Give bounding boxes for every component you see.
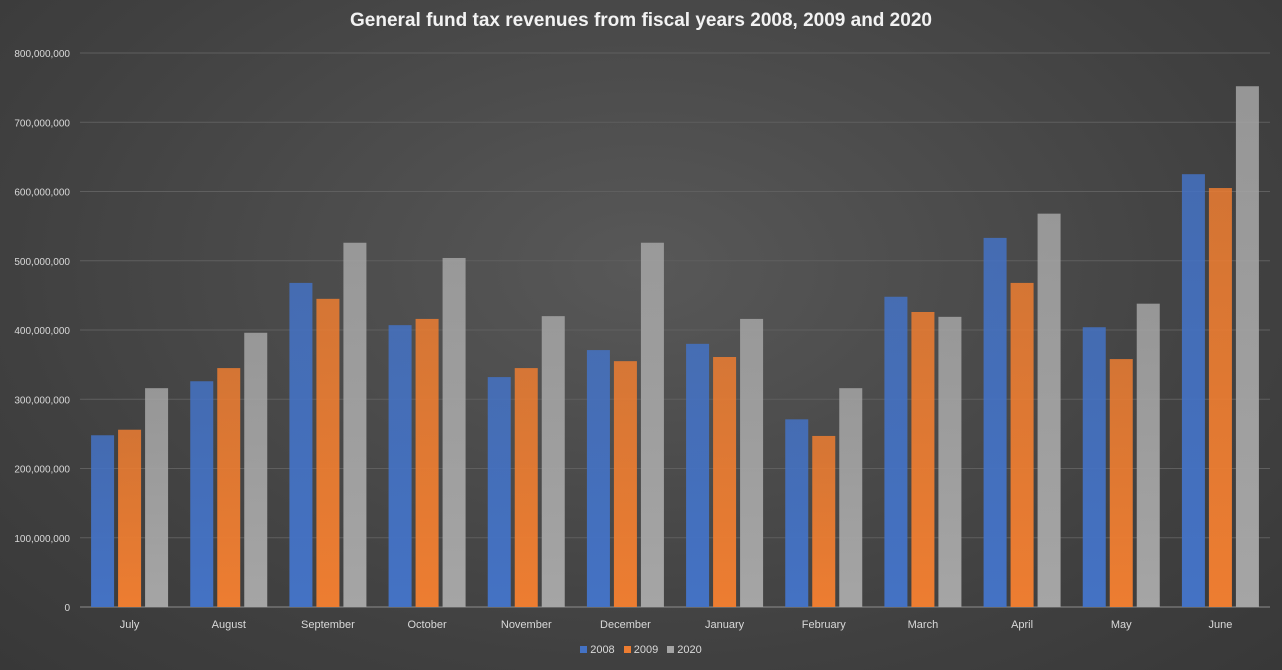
bar-2020-october xyxy=(442,257,466,607)
y-tick-label: 600,000,000 xyxy=(14,188,70,199)
bar-2009-june xyxy=(1208,188,1232,607)
bar-2020-may xyxy=(1136,303,1160,607)
bar-2008-march xyxy=(884,296,908,607)
x-tick-label: April xyxy=(1011,619,1033,631)
x-tick-label: September xyxy=(301,619,355,631)
x-tick-label: October xyxy=(408,619,447,631)
bar-2009-july xyxy=(118,429,142,607)
x-tick-label: June xyxy=(1208,619,1232,631)
legend-item-2009: 2009 xyxy=(623,644,659,656)
x-tick-label: May xyxy=(1111,619,1132,631)
bar-2009-september xyxy=(316,298,340,607)
x-tick-label: November xyxy=(501,619,552,631)
bar-2020-december xyxy=(640,242,664,607)
y-tick-label: 500,000,000 xyxy=(14,257,70,268)
bar-2008-april xyxy=(983,237,1007,607)
bar-2008-october xyxy=(388,325,412,607)
bar-2009-march xyxy=(911,311,935,607)
bar-2008-august xyxy=(190,381,214,607)
bar-2020-august xyxy=(244,332,268,607)
bar-2009-april xyxy=(1010,282,1034,607)
bar-2020-june xyxy=(1235,86,1259,608)
bar-2020-july xyxy=(145,388,169,607)
legend-swatch-2008 xyxy=(580,646,588,653)
bar-2009-february xyxy=(812,435,836,607)
bar-2008-november xyxy=(487,377,511,607)
legend-swatch-2009 xyxy=(623,646,631,653)
y-tick-label: 800,000,000 xyxy=(14,49,70,60)
chart-title: General fund tax revenues from fiscal ye… xyxy=(350,10,932,31)
y-tick-label: 200,000,000 xyxy=(14,465,70,476)
y-tick-label: 300,000,000 xyxy=(14,395,70,406)
bar-2020-november xyxy=(541,316,565,607)
bar-2008-january xyxy=(686,343,710,607)
legend-item-2008: 2008 xyxy=(580,644,615,656)
bar-2008-september xyxy=(289,282,313,607)
bar-2020-april xyxy=(1037,213,1061,607)
legend-item-2020: 2020 xyxy=(667,644,702,656)
bar-2009-august xyxy=(217,368,241,607)
x-tick-label: March xyxy=(908,619,939,631)
legend-label: 2009 xyxy=(633,644,659,656)
legend-label: 2008 xyxy=(590,644,615,656)
bar-2009-january xyxy=(713,357,737,607)
x-tick-label: January xyxy=(705,619,745,631)
bar-2020-march xyxy=(938,316,962,607)
x-tick-label: July xyxy=(120,619,140,631)
y-tick-label: 100,000,000 xyxy=(14,534,70,545)
bar-2020-february xyxy=(839,388,863,607)
y-tick-label: 0 xyxy=(64,603,70,614)
bar-2008-may xyxy=(1082,327,1106,607)
x-tick-label: August xyxy=(212,619,246,631)
y-tick-label: 400,000,000 xyxy=(14,326,70,337)
bar-2009-december xyxy=(613,361,637,607)
bar-2008-february xyxy=(785,419,809,607)
bar-2009-october xyxy=(415,318,439,607)
bar-2020-january xyxy=(740,318,764,607)
bar-2020-september xyxy=(343,242,367,607)
bar-2009-november xyxy=(514,368,538,607)
bar-2009-may xyxy=(1109,359,1133,607)
legend: 2008 2009 2020 xyxy=(0,644,1282,656)
y-tick-label: 700,000,000 xyxy=(14,118,70,129)
bar-2008-june xyxy=(1181,174,1205,607)
bar-2008-july xyxy=(91,435,115,607)
legend-swatch-2020 xyxy=(667,646,675,653)
x-tick-label: December xyxy=(600,619,651,631)
bar-2008-december xyxy=(586,350,610,607)
legend-label: 2020 xyxy=(677,644,702,656)
x-tick-label: February xyxy=(802,619,847,631)
